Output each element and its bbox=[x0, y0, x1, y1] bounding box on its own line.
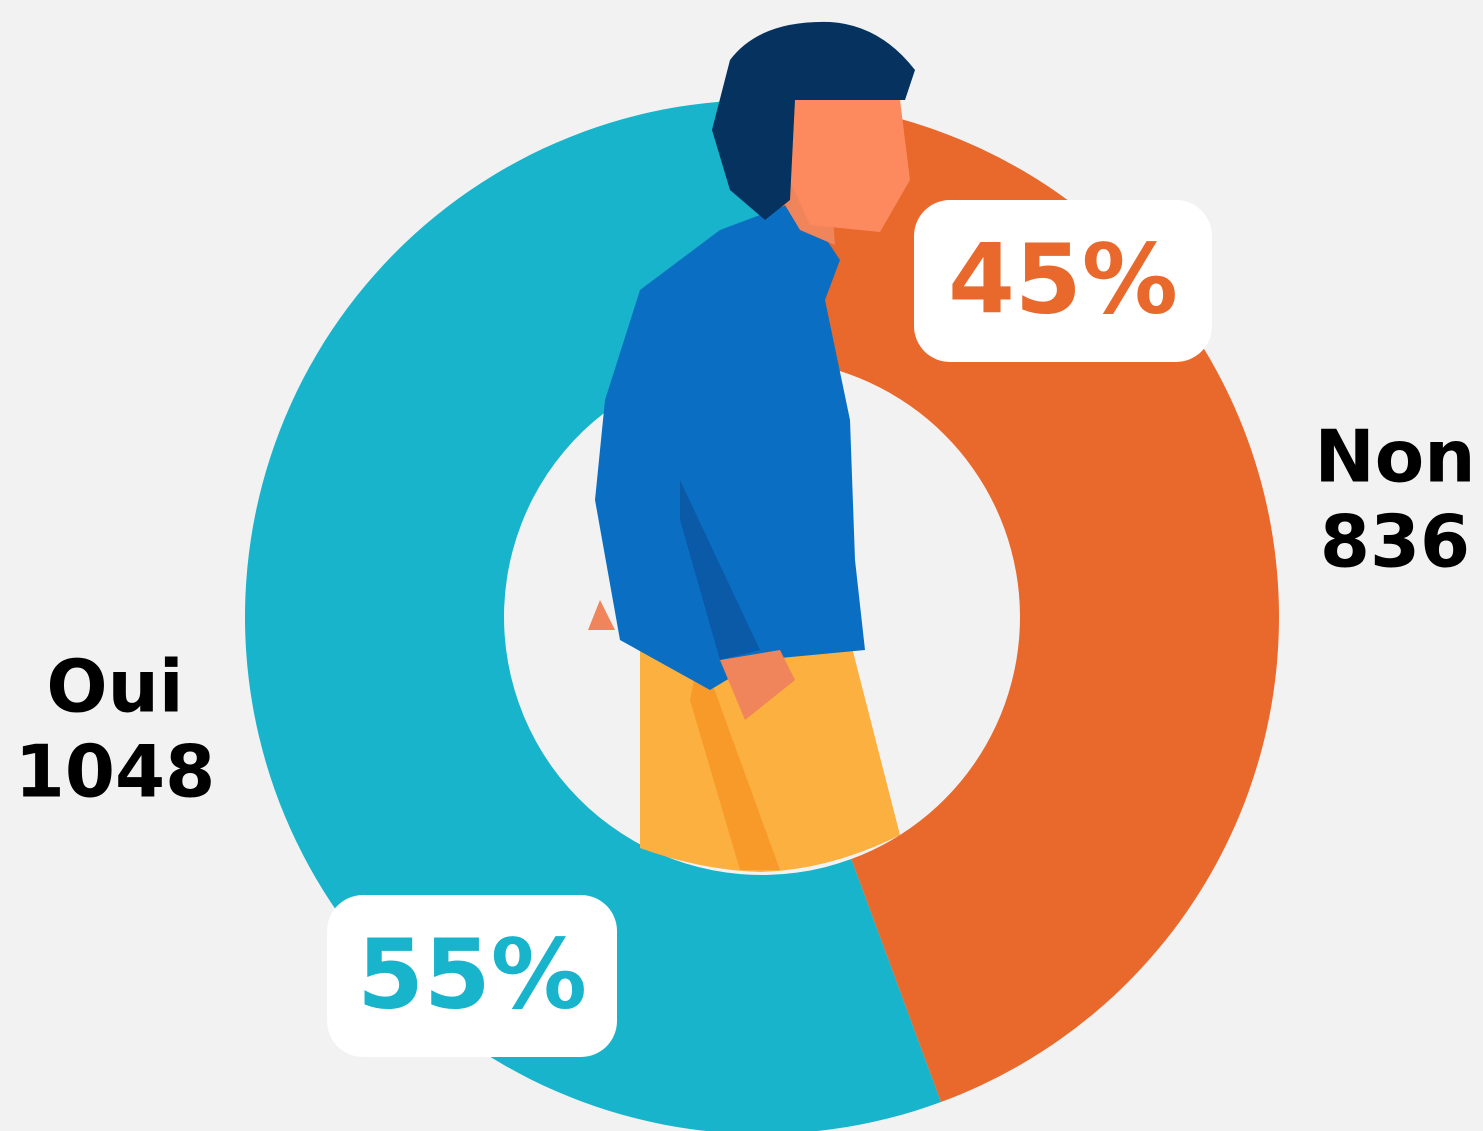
face bbox=[785, 100, 910, 232]
category-label: Non bbox=[1315, 415, 1476, 499]
jacket bbox=[595, 200, 865, 690]
percent-label: 55% bbox=[357, 918, 587, 1030]
hand bbox=[588, 600, 615, 630]
category-label: Oui bbox=[46, 645, 183, 729]
value-label: 836 bbox=[1320, 500, 1470, 584]
value-label: 1048 bbox=[15, 730, 215, 814]
illustration bbox=[588, 21, 915, 872]
percent-box bbox=[914, 200, 1212, 362]
pants-fold bbox=[690, 650, 780, 870]
hair bbox=[712, 21, 915, 221]
percent-label: 45% bbox=[948, 223, 1178, 335]
slice bbox=[245, 100, 941, 1131]
jacket-fold bbox=[680, 480, 760, 660]
percent-box bbox=[327, 895, 617, 1057]
hand bbox=[720, 650, 795, 720]
